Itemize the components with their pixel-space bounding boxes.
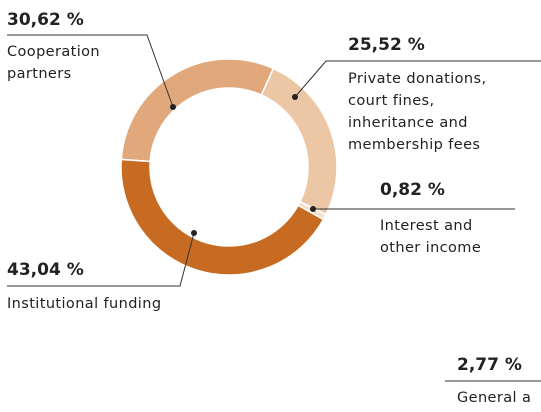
leader-line (7, 232, 195, 287)
donut-segment (260, 67, 338, 216)
leader-line (294, 60, 541, 98)
category-label: General a (457, 390, 532, 406)
donut-segment (120, 58, 275, 163)
leader-dot (170, 104, 176, 110)
category-label: Private donations, court fines, inherita… (348, 71, 487, 153)
value-label: 25,52 % (348, 35, 425, 55)
value-label: 2,77 % (457, 355, 522, 375)
leader-dot (310, 206, 316, 212)
donut-segment (120, 158, 325, 276)
category-label: Institutional funding (7, 296, 162, 312)
value-label: 0,82 % (380, 180, 445, 200)
leader-dot (191, 230, 197, 236)
value-label: 43,04 % (7, 260, 84, 280)
leader-dot (292, 94, 298, 100)
leader-line (7, 34, 174, 108)
category-label: Interest and other income (380, 218, 482, 256)
category-label: Cooperation partners (7, 44, 101, 82)
value-label: 30,62 % (7, 10, 84, 30)
